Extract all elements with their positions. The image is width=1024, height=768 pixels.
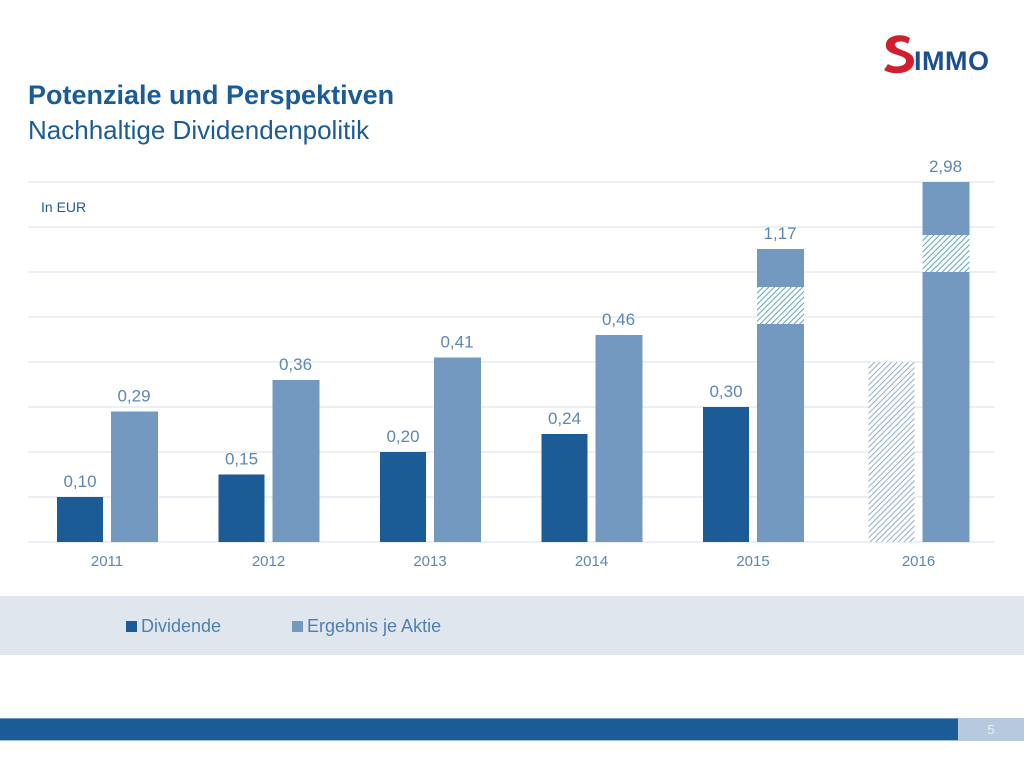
x-tick-label: 2014 [575,553,608,570]
simmo-logo [880,30,1000,80]
x-tick-label: 2013 [413,553,446,570]
legend [0,596,1024,655]
data-labels: 0,10 0,29 0,15 0,36 0,20 0,41 0,24 0,46 0,30 1,17… [63,157,962,491]
x-tick-label: 2012 [252,553,285,570]
bar-dividende [380,452,426,542]
legend-label-dividende: Dividende [141,616,222,636]
data-label-eps: 0,46 [602,310,635,329]
data-label-dividende: 0,30 [709,382,742,401]
gridlines [28,181,995,543]
bar-eps [434,357,481,542]
x-tick-label: 2016 [902,553,935,570]
data-label-dividende: 0,10 [63,472,96,491]
bar-dividende [218,474,265,542]
legend-item-dividende: Dividende [126,616,221,637]
data-label-eps: 0,29 [117,387,150,406]
bar-eps [111,411,158,542]
dividend-chart: 0,10 0,29 0,15 0,36 0,20 0,41 0,24 0,46 0,30 1,17… [28,157,995,570]
data-label-dividende: 0,15 [225,450,258,469]
unit-label: In EUR [41,199,87,215]
data-label-eps: 0,36 [279,355,312,374]
legend-swatch-eps [292,621,303,632]
data-label-eps: 1,17 [763,224,796,243]
footer-bar [0,718,958,741]
page-subtitle: Nachhaltige Dividendenpolitik [28,115,370,145]
legend-label-eps: Ergebnis je Aktie [307,616,442,636]
bars [57,182,970,542]
bar-eps [272,380,320,542]
legend-swatch-dividende [126,621,137,632]
legend-item-eps: Ergebnis je Aktie [292,616,441,637]
bar-dividende [703,407,749,542]
page-title: Potenziale und Perspektiven [28,80,395,110]
scale-break-marker [922,235,970,272]
logo-text: IMMO [914,46,990,76]
bar-dividende [57,497,103,542]
page-number: 5 [958,718,1024,741]
bar-dividende-projected [868,362,915,542]
data-label-eps: 0,41 [440,333,473,352]
data-label-dividende: 0,20 [386,427,419,446]
bar-eps [595,335,643,542]
scale-break-marker [757,287,804,324]
data-label-eps: 2,98 [929,157,962,176]
x-tick-label: 2015 [736,553,769,570]
logo-mark-icon [884,35,914,74]
bar-dividende [541,434,588,542]
data-label-dividende: 0,24 [548,409,581,428]
x-tick-label: 2011 [91,553,123,570]
x-axis-ticks: 2011 2012 2013 2014 2015 2016 [91,553,935,570]
